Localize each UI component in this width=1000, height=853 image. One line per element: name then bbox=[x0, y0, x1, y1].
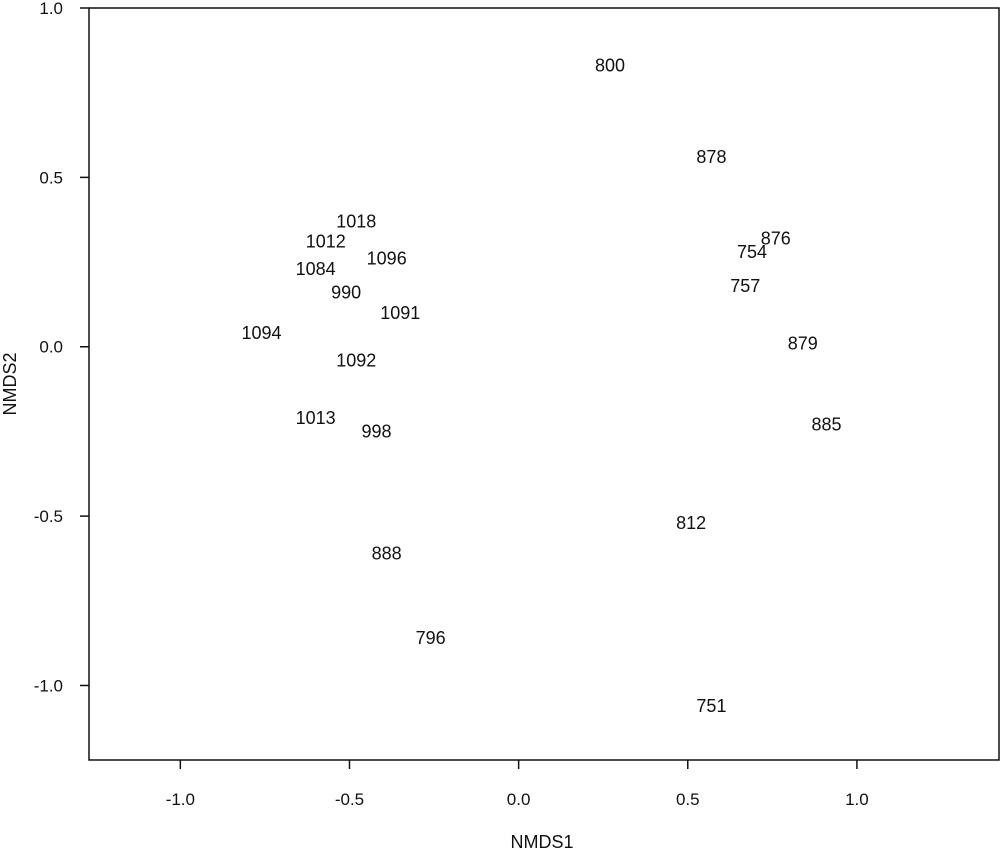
y-tick-label: -0.5 bbox=[34, 507, 63, 526]
y-tick-label: 0.5 bbox=[39, 168, 63, 187]
point-label: 1018 bbox=[336, 211, 376, 231]
point-label: 1012 bbox=[306, 232, 346, 252]
point-label: 1091 bbox=[380, 303, 420, 323]
x-axis: -1.0 -0.5 0.0 0.5 1.0 bbox=[166, 760, 869, 809]
x-tick-label: 0.0 bbox=[507, 790, 531, 809]
point-label: 888 bbox=[372, 543, 402, 563]
x-tick-label: 0.5 bbox=[676, 790, 700, 809]
point-label: 800 bbox=[595, 56, 625, 76]
point-label: 1092 bbox=[336, 350, 376, 370]
point-label: 1094 bbox=[242, 323, 282, 343]
x-tick-label: -0.5 bbox=[335, 790, 364, 809]
y-tick-label: -1.0 bbox=[34, 676, 63, 695]
y-tick-label: 1.0 bbox=[39, 0, 63, 18]
plot-frame bbox=[88, 7, 1000, 761]
point-label: 1096 bbox=[367, 249, 407, 269]
point-label: 998 bbox=[362, 421, 392, 441]
point-label: 754 bbox=[737, 242, 767, 262]
point-label: 878 bbox=[696, 147, 726, 167]
point-label: 796 bbox=[416, 628, 446, 648]
point-label: 879 bbox=[788, 333, 818, 353]
x-tick-label: -1.0 bbox=[166, 790, 195, 809]
point-label: 757 bbox=[730, 276, 760, 296]
y-axis: 1.0 0.5 0.0 -0.5 -1.0 bbox=[34, 0, 89, 695]
x-tick-label: 1.0 bbox=[845, 790, 869, 809]
point-label: 751 bbox=[696, 696, 726, 716]
y-axis-title: NMDS2 bbox=[0, 352, 20, 415]
point-label: 1084 bbox=[296, 259, 336, 279]
point-label: 1013 bbox=[296, 408, 336, 428]
point-label: 876 bbox=[761, 228, 791, 248]
x-axis-title: NMDS1 bbox=[510, 832, 573, 852]
point-label: 990 bbox=[331, 283, 361, 303]
point-label: 885 bbox=[811, 415, 841, 435]
point-label: 812 bbox=[676, 513, 706, 533]
y-tick-label: 0.0 bbox=[39, 338, 63, 357]
